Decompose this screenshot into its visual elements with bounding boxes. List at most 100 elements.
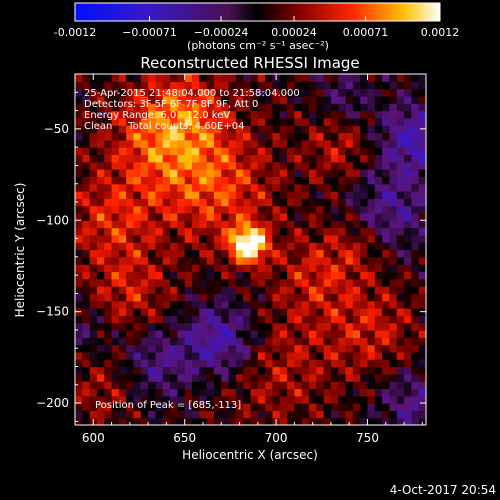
heatmap-cell bbox=[301, 351, 310, 360]
heatmap-cell bbox=[192, 322, 200, 331]
heatmap-cell bbox=[411, 249, 420, 258]
heatmap-cell bbox=[104, 351, 113, 360]
heatmap-cell bbox=[301, 81, 310, 90]
heatmap-cell bbox=[360, 169, 369, 177]
heatmap-cell bbox=[140, 242, 149, 251]
heatmap-cell bbox=[323, 395, 332, 404]
heatmap-cell bbox=[257, 169, 266, 177]
heatmap-cell bbox=[111, 81, 120, 90]
heatmap-cell bbox=[257, 359, 266, 368]
heatmap-cell bbox=[118, 278, 127, 287]
heatmap-cell bbox=[96, 322, 105, 331]
heatmap-cell bbox=[287, 169, 295, 177]
heatmap-cell bbox=[162, 125, 171, 134]
heatmap-cell bbox=[411, 410, 420, 419]
heatmap-cell bbox=[330, 322, 339, 331]
heatmap-cell bbox=[75, 286, 83, 294]
heatmap-cell bbox=[206, 191, 215, 199]
heatmap-cell bbox=[404, 249, 412, 258]
heatmap-cell bbox=[345, 161, 354, 170]
heatmap-cell bbox=[213, 256, 222, 265]
heatmap-cell bbox=[206, 154, 215, 163]
heatmap-cell bbox=[323, 315, 332, 324]
heatmap-cell bbox=[338, 161, 347, 170]
heatmap-cell bbox=[279, 271, 288, 280]
heatmap-cell bbox=[111, 337, 120, 346]
heatmap-cell bbox=[265, 132, 274, 141]
heatmap-cell bbox=[148, 154, 157, 163]
heatmap-cell bbox=[170, 198, 178, 207]
heatmap-cell bbox=[309, 337, 317, 346]
heatmap-cell bbox=[213, 74, 222, 82]
heatmap-cell bbox=[309, 278, 317, 287]
heatmap-cell bbox=[199, 88, 208, 97]
heatmap-cell bbox=[309, 147, 317, 156]
heatmap-cell bbox=[250, 81, 259, 90]
heatmap-cell bbox=[155, 271, 164, 280]
heatmap-cell bbox=[367, 234, 376, 243]
heatmap-cell bbox=[287, 227, 295, 236]
heatmap-cell bbox=[272, 264, 281, 273]
heatmap-cell bbox=[279, 220, 288, 229]
heatmap-cell bbox=[287, 329, 295, 338]
heatmap-cell bbox=[243, 88, 252, 97]
heatmap-cell bbox=[221, 234, 230, 243]
heatmap-cell bbox=[170, 344, 178, 353]
heatmap-cell bbox=[228, 315, 237, 324]
heatmap-cell bbox=[374, 403, 383, 411]
heatmap-cell bbox=[396, 132, 405, 141]
heatmap-cell bbox=[104, 403, 113, 411]
heatmap-cell bbox=[360, 147, 369, 156]
heatmap-cell bbox=[418, 293, 426, 302]
heatmap-cell bbox=[243, 169, 252, 177]
heatmap-cell bbox=[199, 227, 208, 236]
heatmap-cell bbox=[126, 88, 135, 97]
heatmap-cell bbox=[243, 103, 252, 112]
heatmap-cell bbox=[111, 293, 120, 302]
heatmap-cell bbox=[228, 359, 237, 368]
heatmap-cell bbox=[396, 359, 405, 368]
heatmap-cell bbox=[155, 139, 164, 148]
heatmap-cell bbox=[411, 242, 420, 251]
heatmap-cell bbox=[345, 329, 354, 338]
heatmap-cell bbox=[133, 271, 142, 280]
heatmap-cell bbox=[235, 351, 244, 360]
heatmap-cell bbox=[111, 191, 120, 199]
heatmap-cell bbox=[192, 147, 200, 156]
heatmap-cell bbox=[82, 242, 91, 251]
heatmap-cell bbox=[192, 308, 200, 316]
heatmap-cell bbox=[360, 103, 369, 112]
heatmap-cell bbox=[199, 242, 208, 251]
heatmap-cell bbox=[382, 183, 391, 192]
heatmap-cell bbox=[382, 410, 391, 419]
heatmap-cell bbox=[411, 139, 420, 148]
heatmap-cell bbox=[345, 366, 354, 375]
heatmap-cell bbox=[133, 110, 142, 119]
heatmap-cell bbox=[133, 234, 142, 243]
heatmap-cell bbox=[382, 139, 391, 148]
heatmap-cell bbox=[367, 176, 376, 185]
heatmap-cell bbox=[126, 278, 135, 287]
heatmap-cell bbox=[206, 395, 215, 404]
heatmap-cell bbox=[133, 88, 142, 97]
heatmap-cell bbox=[396, 351, 405, 360]
heatmap-cell bbox=[177, 329, 186, 338]
heatmap-cell bbox=[118, 176, 127, 185]
heatmap-cell bbox=[140, 271, 149, 280]
heatmap-cell bbox=[367, 183, 376, 192]
heatmap-cell bbox=[404, 300, 412, 309]
heatmap-cell bbox=[411, 322, 420, 331]
heatmap-cell bbox=[411, 110, 420, 119]
heatmap-cell bbox=[257, 227, 266, 236]
heatmap-cell bbox=[184, 176, 193, 185]
heatmap-cell bbox=[338, 110, 347, 119]
heatmap-cell bbox=[265, 300, 274, 309]
heatmap-cell bbox=[75, 256, 83, 265]
heatmap-cell bbox=[133, 103, 142, 112]
heatmap-cell bbox=[155, 242, 164, 251]
heatmap-cell bbox=[250, 212, 259, 221]
heatmap-cell bbox=[367, 395, 376, 404]
heatmap-cell bbox=[104, 191, 113, 199]
heatmap-cell bbox=[360, 212, 369, 221]
heatmap-cell bbox=[374, 417, 383, 425]
